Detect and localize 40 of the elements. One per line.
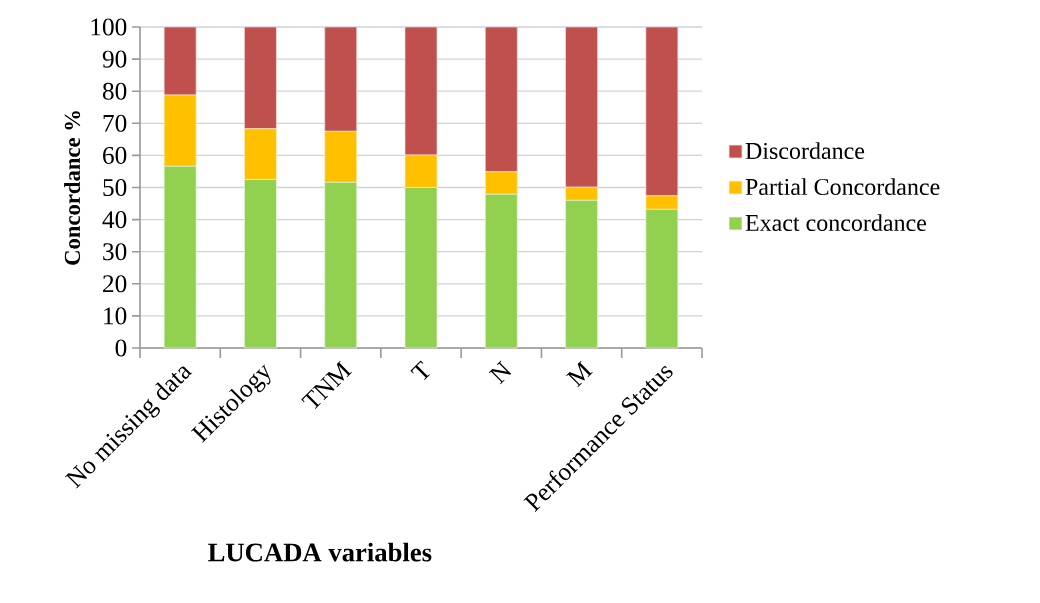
- bar: [324, 130, 358, 183]
- y-tick-label: 80: [102, 82, 127, 100]
- y-tick-label: 100: [91, 18, 127, 36]
- bar: [645, 195, 679, 210]
- bar: [404, 26, 438, 156]
- y-tick-label: 90: [102, 50, 127, 68]
- y-axis-title: Concordance %: [64, 111, 81, 265]
- x-axis-title: LUCADA variables: [208, 542, 432, 562]
- bar: [645, 208, 679, 349]
- y-tick-label: 70: [103, 114, 127, 132]
- y-tick-label: 40: [102, 211, 127, 229]
- x-tick-label: T: [410, 360, 430, 381]
- y-tick-label: 0: [115, 339, 127, 357]
- y-tick-label: 60: [103, 146, 127, 164]
- legend-label: Exact concordance: [745, 214, 927, 232]
- bar: [565, 186, 598, 201]
- bar: [484, 193, 518, 349]
- bar: [484, 171, 518, 195]
- bar: [565, 26, 598, 188]
- bar: [163, 165, 197, 349]
- x-tick-label: N: [488, 360, 512, 385]
- legend-label: Partial Concordance: [745, 178, 940, 196]
- bar: [324, 182, 358, 349]
- y-tick-label: 50: [103, 178, 127, 197]
- bar: [324, 26, 358, 132]
- legend-label: Discordance: [745, 142, 865, 160]
- bar: [244, 128, 277, 180]
- bar: [404, 154, 438, 188]
- y-tick-label: 20: [103, 275, 127, 293]
- bar: [163, 26, 197, 96]
- bar: [565, 199, 598, 349]
- bar: [244, 179, 277, 349]
- bar: [244, 26, 277, 130]
- y-tick-label: 10: [104, 307, 127, 325]
- bar: [484, 26, 518, 173]
- bar: [163, 94, 197, 167]
- bar: [404, 187, 438, 349]
- x-tick-label: M: [566, 360, 593, 388]
- bar: [645, 26, 679, 197]
- y-tick-label: 30: [103, 243, 127, 261]
